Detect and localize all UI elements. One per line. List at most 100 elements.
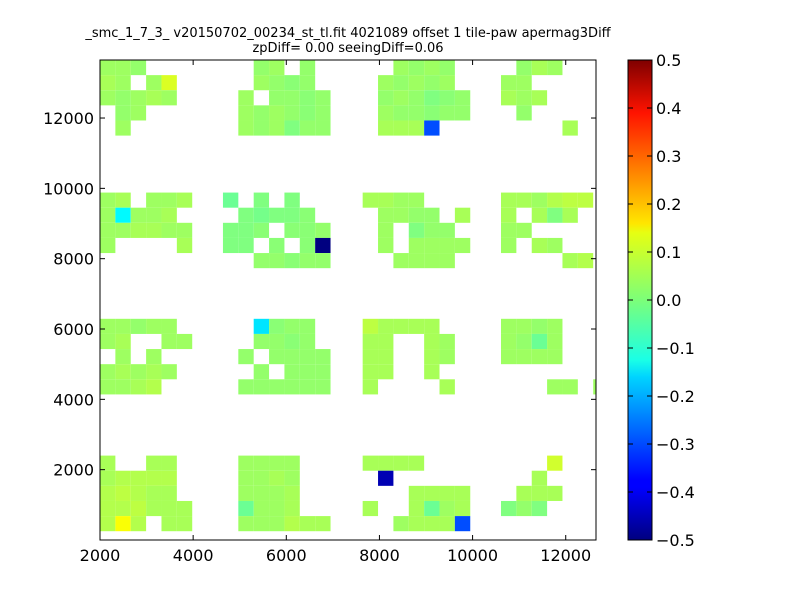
heatmap-cell (315, 253, 331, 269)
y-tick-label: 4000 (53, 390, 94, 409)
heatmap-cell (408, 75, 425, 91)
heatmap-cell (146, 470, 162, 486)
heatmap-cell (146, 364, 162, 380)
heatmap-cell (284, 75, 300, 91)
heatmap-cell (115, 75, 131, 91)
heatmap-cell (269, 516, 285, 532)
heatmap-cell (161, 318, 177, 334)
heatmap-cell (130, 485, 147, 501)
heatmap-cell (100, 516, 116, 532)
heatmap-cell (146, 90, 162, 106)
heatmap-cell (531, 318, 548, 334)
heatmap-cell (253, 120, 270, 136)
heatmap-cell (269, 207, 285, 223)
heatmap-cell (100, 222, 116, 238)
heatmap-cell (378, 455, 394, 471)
heatmap-cell (362, 192, 379, 208)
heatmap-cell (161, 90, 177, 106)
heatmap-cell (115, 207, 131, 223)
heatmap-cell (100, 90, 116, 106)
heatmap-cell (454, 90, 471, 106)
heatmap-cell (284, 485, 300, 501)
heatmap-cell (253, 207, 270, 223)
heatmap-cell (393, 318, 409, 334)
heatmap-cell (238, 90, 254, 106)
heatmap-cell (284, 120, 300, 136)
heatmap-cell (269, 500, 285, 517)
heatmap-cell (130, 379, 147, 395)
heatmap-cell (424, 90, 440, 106)
heatmap-cell (146, 222, 162, 238)
y-tick-label: 10000 (43, 179, 94, 198)
heatmap-cell (269, 75, 285, 91)
heatmap-cell (315, 516, 331, 532)
heatmap-cell (393, 192, 409, 208)
heatmap-cell (161, 500, 177, 517)
heatmap-cell (362, 318, 379, 334)
heatmap-cell (562, 120, 578, 136)
heatmap-cell (161, 192, 177, 208)
heatmap-cell (408, 192, 425, 208)
heatmap-cell (115, 485, 131, 501)
heatmap-cell (547, 455, 563, 471)
heatmap-cell (146, 349, 162, 365)
y-tick-label: 6000 (53, 320, 94, 339)
heatmap-cell (253, 500, 270, 517)
heatmap-cell (299, 364, 316, 380)
heatmap-cell (454, 105, 471, 121)
heatmap-cell (284, 364, 300, 380)
heatmap-cell (393, 120, 409, 136)
heatmap-cell (176, 516, 193, 532)
heatmap-cell (408, 60, 425, 76)
heatmap-cell (130, 516, 147, 532)
heatmap-cell (500, 207, 517, 223)
heatmap-cell (378, 237, 394, 254)
heatmap-cell (269, 455, 285, 471)
heatmap-cell (547, 333, 563, 350)
heatmap-cell (531, 349, 548, 365)
heatmap-cell (130, 318, 147, 334)
heatmap-cell (424, 253, 440, 269)
heatmap-cell (115, 364, 131, 380)
heatmap-cell (176, 333, 193, 350)
heatmap-cell (253, 75, 270, 91)
heatmap-cell (516, 90, 532, 106)
heatmap-cell (284, 470, 300, 486)
heatmap-cell (269, 318, 285, 334)
heatmap-cell (284, 222, 300, 238)
heatmap-cell (299, 237, 316, 254)
y-tick-label: 2000 (53, 461, 94, 480)
heatmap-cell (393, 516, 409, 532)
heatmap-cell (115, 90, 131, 106)
heatmap-cell (176, 500, 193, 517)
heatmap-cell (100, 364, 116, 380)
heatmap-cell (531, 207, 548, 223)
heatmap-cell (299, 120, 316, 136)
heatmap-cell (516, 222, 532, 238)
heatmap-cell (253, 379, 270, 395)
heatmap-cell (222, 192, 239, 208)
heatmap-cell (547, 318, 563, 334)
heatmap-cell (516, 105, 532, 121)
colorbar-tick-label: −0.1 (656, 339, 695, 358)
heatmap-cell (100, 500, 116, 517)
heatmap-cell (284, 207, 300, 223)
heatmap-cell (531, 192, 548, 208)
heatmap-cell (100, 192, 116, 208)
heatmap-cell (378, 333, 394, 350)
heatmap-cell (222, 237, 239, 254)
heatmap-cell (269, 60, 285, 76)
heatmap-cell (393, 455, 409, 471)
heatmap-cell (130, 60, 147, 76)
heatmap-cell (100, 455, 116, 471)
heatmap-cell (299, 90, 316, 106)
heatmap-cell (161, 470, 177, 486)
heatmap-cell (362, 379, 379, 395)
heatmap-cell (424, 349, 440, 365)
heatmap-cell (531, 237, 548, 254)
colorbar-tick-label: 0.5 (656, 51, 681, 70)
heatmap-cell (439, 75, 455, 91)
heatmap-cell (238, 516, 254, 532)
heatmap-cell (408, 105, 425, 121)
heatmap-cell (500, 318, 517, 334)
